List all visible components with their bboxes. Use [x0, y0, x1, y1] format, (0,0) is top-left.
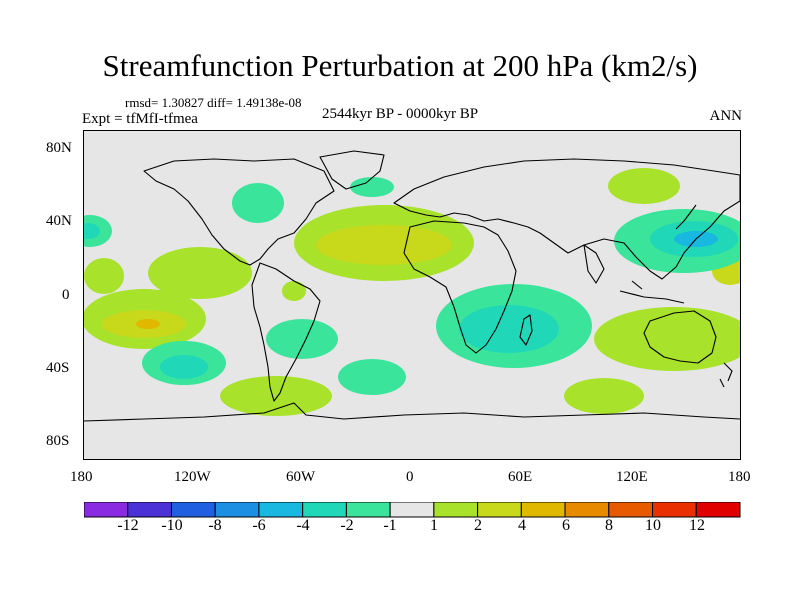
colorbar-box-3	[214, 502, 260, 518]
colorbar-label-10: 6	[562, 517, 570, 534]
pos-field-southindian	[564, 378, 644, 414]
neg-field-indian-core	[459, 305, 559, 353]
colorbar-box-7	[389, 502, 435, 518]
neg-field-eastpacific	[266, 319, 338, 359]
coast-new-zealand	[719, 362, 733, 388]
colorbar-box-5	[302, 502, 347, 518]
map-panel	[83, 130, 741, 460]
pos-field-australia	[594, 307, 740, 371]
map-svg	[84, 150, 740, 422]
colorbar-box-13	[652, 502, 697, 518]
pos-field-southatlantic	[220, 376, 332, 416]
lon-label-120w: 120W	[174, 469, 211, 485]
colorbar-label-9: 4	[518, 517, 526, 534]
coast-japan	[675, 204, 697, 230]
pos-field-atlantic-core	[316, 225, 452, 265]
pos-field-sa-west	[84, 258, 124, 294]
lat-label-80n: 80N	[46, 140, 72, 156]
colorbar-label-8: 2	[474, 517, 482, 534]
experiment-label: Expt = tfMfI-tfmea	[82, 111, 198, 127]
colorbar-label-3: -6	[252, 517, 266, 534]
coast-north-america	[143, 158, 335, 266]
coast-madagascar	[519, 314, 533, 346]
coast-australia	[643, 310, 717, 364]
anomaly-fields	[84, 168, 740, 416]
neg-field-southatlantic	[338, 359, 406, 395]
colorbar-box-12	[608, 502, 654, 518]
colorbar-label-4: -4	[296, 517, 310, 534]
colorbar-label-5: -2	[340, 517, 354, 534]
colorbar	[84, 502, 741, 518]
colorbar-boxes	[84, 502, 741, 518]
pos-field-northpacific-east	[148, 247, 252, 299]
neg-field-northatlantic	[350, 177, 394, 197]
colorbar-box-8	[433, 502, 479, 518]
colorbar-box-4	[258, 502, 304, 518]
lon-label-60w: 60W	[286, 469, 316, 485]
coast-indonesia	[619, 280, 685, 304]
lon-label-120e: 120E	[616, 469, 648, 485]
coast-africa	[403, 220, 517, 354]
coast-south-america	[251, 262, 321, 402]
colorbar-box-6	[345, 502, 391, 518]
coast-antarctica	[84, 402, 740, 422]
colorbar-box-2	[170, 502, 216, 518]
lon-label-180w: 180	[70, 469, 93, 485]
season-label: ANN	[709, 108, 743, 124]
lat-label-40n: 40N	[46, 213, 72, 229]
colorbar-box-10	[520, 502, 566, 518]
pos-field-eastpacific-small	[282, 281, 306, 301]
lat-label-0: 0	[62, 287, 70, 303]
neg-field-northamerica	[232, 183, 284, 223]
coast-india	[583, 244, 605, 284]
colorbar-label-0: -12	[117, 517, 139, 534]
coastlines	[84, 150, 740, 422]
colorbar-label-6: -1	[383, 517, 397, 534]
coast-greenland	[319, 150, 385, 190]
colorbar-box-14	[695, 502, 741, 518]
stats-text: rmsd= 1.30827 diff= 1.49138e-08	[125, 95, 302, 110]
colorbar-label-11: 8	[605, 517, 613, 534]
neg-field-dateline-core	[84, 223, 100, 239]
lon-label-180e: 180	[728, 469, 751, 485]
lat-label-40s: 40S	[46, 360, 70, 376]
lon-label-0: 0	[406, 469, 414, 485]
colorbar-box-9	[477, 502, 522, 518]
neg-field-southeastpacific-core	[160, 355, 208, 379]
plot-title: Streamfunction Perturbation at 200 hPa (…	[102, 48, 698, 83]
coast-eurasia	[393, 158, 740, 280]
pos-field-westpacific-north	[608, 168, 680, 204]
period-label: 2544kyr BP - 0000kyr BP	[322, 106, 479, 122]
colorbar-label-13: 12	[689, 517, 705, 534]
colorbar-label-7: 1	[430, 517, 438, 534]
lon-label-60e: 60E	[508, 469, 533, 485]
colorbar-box-0	[84, 502, 129, 518]
colorbar-box-1	[127, 502, 172, 518]
colorbar-label-1: -10	[161, 517, 183, 534]
colorbar-label-12: 10	[645, 517, 661, 534]
colorbar-box-11	[564, 502, 610, 518]
lat-label-80s: 80S	[46, 433, 70, 449]
pos-field-southpacific-center	[136, 319, 160, 329]
colorbar-label-2: -8	[208, 517, 222, 534]
